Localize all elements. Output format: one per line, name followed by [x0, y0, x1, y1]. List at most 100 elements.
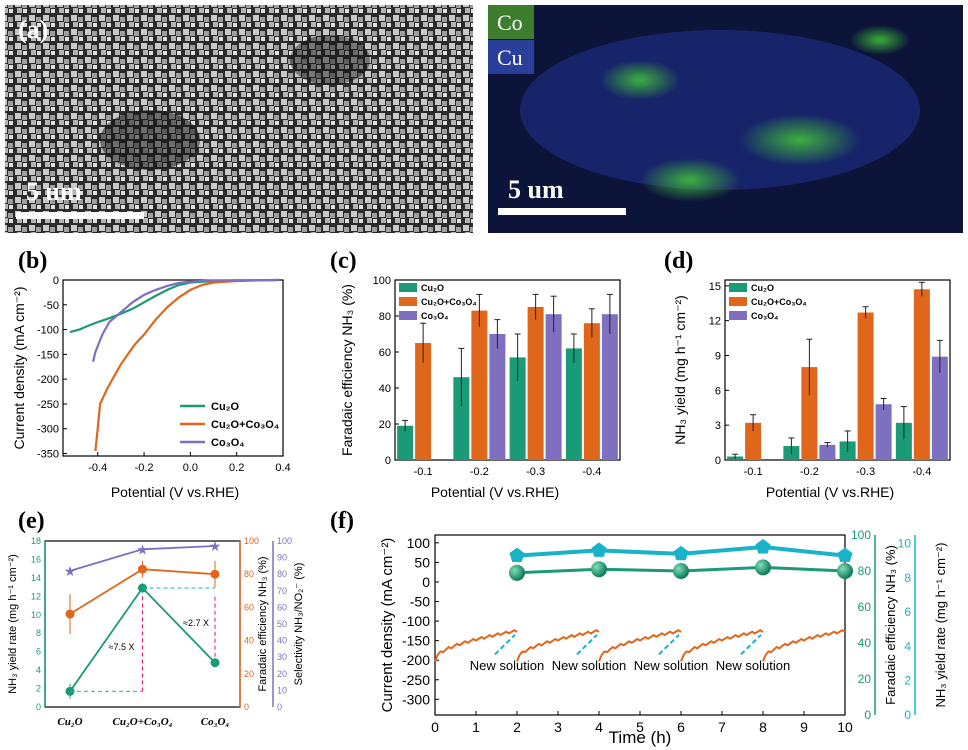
d-x-tick-label: -0.4	[912, 466, 931, 478]
e-x-tick-label: Co₃O₄	[201, 716, 230, 728]
c-legend-swatch	[399, 297, 417, 306]
sem-scale-bar	[16, 212, 144, 219]
panel-d-chart: NH₃ yield (mg h⁻¹ cm⁻²) Potential (V vs.…	[672, 279, 951, 500]
f-annotation-arrow	[576, 634, 598, 656]
c-plot-frame	[394, 279, 621, 461]
b-y-tick-label: -150	[37, 349, 59, 361]
f-annotation-arrow	[658, 634, 680, 656]
e-y-right-tick-label: 80	[277, 569, 287, 579]
f-x-tick-label: 4	[595, 719, 603, 735]
c-y-tick-label: 80	[379, 311, 391, 323]
d-y-tick-label: 6	[715, 385, 721, 397]
f-x-tick-label: 10	[837, 719, 853, 735]
d-x-axis-title: Potential (V vs.RHE)	[766, 484, 894, 500]
d-bar	[857, 312, 874, 460]
c-x-tick-label: -0.1	[414, 466, 433, 478]
c-bar	[601, 314, 618, 460]
e-y-right-tick-label: 100	[277, 536, 292, 546]
f-x-axis-title: Time (h)	[609, 728, 672, 747]
f-y-tick-label: -250	[402, 672, 430, 688]
b-x-tick-label: 0.2	[229, 462, 244, 474]
c-legend-swatch	[399, 311, 417, 320]
panel-label-b: (b)	[18, 248, 47, 274]
f-x-tick-label: 0	[431, 719, 439, 735]
f-y-tick-label: -100	[402, 613, 430, 629]
sem-dark-region	[100, 110, 200, 170]
f-y-tick-label: -50	[410, 594, 430, 610]
eds-co-region	[600, 60, 680, 100]
e-y-left-tick-label: 18	[31, 536, 41, 546]
b-plot-frame	[62, 279, 284, 457]
e-y-left-tick-label: 14	[31, 573, 41, 583]
b-legend-label: Cu₂O	[211, 401, 240, 413]
f-annotation-label: New solution	[470, 658, 544, 673]
c-bar	[489, 334, 506, 460]
eds-co-region	[850, 25, 910, 55]
d-y-tick-label: 3	[715, 420, 721, 432]
f-y-tick-label: 100	[407, 535, 431, 551]
e-y-left-tick-label: 16	[31, 554, 41, 564]
d-bar	[745, 422, 762, 460]
c-legend-label: Cu₂O	[421, 283, 444, 293]
eds-legend-cu	[488, 40, 534, 74]
c-legend-label: Cu₂O+Co₃O₄	[421, 297, 477, 307]
d-bar	[819, 444, 836, 460]
b-series-line	[92, 278, 279, 363]
f-fe-marker	[673, 563, 689, 579]
f-current-trace	[434, 629, 518, 662]
c-y-axis-title: Faradaic efficiency NH₃ (%)	[339, 284, 355, 456]
panel-label-e: (e)	[18, 508, 45, 534]
e-annotation: ≈2.7 X	[183, 618, 209, 628]
e-star-marker: ★	[209, 538, 222, 554]
b-y-tick-label: -100	[37, 325, 59, 337]
d-y-tick-label: 0	[715, 455, 721, 467]
e-y-right-tick-label: 50	[277, 619, 287, 629]
e-y-mid-tick-label: 100	[244, 536, 259, 546]
f-annotation-arrow	[494, 634, 516, 656]
panel-b-chart: Current density (mA cm⁻²) Potential (V v…	[11, 275, 291, 500]
f-yield-marker	[591, 542, 607, 557]
c-bar	[565, 348, 582, 460]
e-point-marker	[210, 658, 220, 668]
f-annotation-arrow	[740, 634, 762, 656]
sem-scale-label: 5 um	[26, 177, 82, 206]
panel-e-chart: NH₃ yield rate (mg h⁻¹ cm⁻²) Faradaic ef…	[7, 536, 305, 728]
e-y-mid-title: Faradaic efficiency NH₃ (%)	[257, 556, 269, 691]
f-yield-marker	[837, 547, 853, 562]
b-x-tick-label: -0.2	[135, 462, 154, 474]
c-bar	[509, 357, 526, 460]
c-y-tick-label: 60	[379, 347, 391, 359]
f-current-trace	[516, 629, 600, 662]
b-x-axis-title: Potential (V vs.RHE)	[111, 484, 239, 500]
d-legend-swatch	[729, 297, 747, 306]
eds-co-region	[640, 158, 740, 202]
f-current-trace	[680, 629, 764, 662]
c-y-tick-label: 100	[373, 275, 391, 287]
e-y-mid-tick-label: 20	[244, 669, 254, 679]
b-series-line	[94, 278, 279, 452]
panel-a: (a) 5 um Co Cu 5 um	[5, 5, 963, 233]
f-y-tick-label: -200	[402, 652, 430, 668]
e-y-right-tick-label: 90	[277, 553, 287, 563]
f-yield-marker	[509, 547, 525, 562]
panel-label-d: (d)	[664, 248, 693, 274]
f-fe-marker	[837, 563, 853, 579]
e-y-right-tick-label: 10	[277, 685, 287, 695]
d-x-tick-label: -0.1	[744, 466, 763, 478]
f-x-tick-label: 9	[800, 719, 808, 735]
f-x-tick-label: 6	[677, 719, 685, 735]
e-y-mid-tick-label: 80	[244, 569, 254, 579]
f-x-tick-label: 3	[554, 719, 562, 735]
f-y2-tick-label: 0	[864, 708, 871, 722]
c-x-tick-label: -0.3	[526, 466, 545, 478]
e-y-left-tick-label: 8	[36, 628, 41, 638]
d-bar	[895, 422, 912, 460]
f-x-tick-label: 7	[718, 719, 726, 735]
e-point-marker	[210, 569, 220, 579]
e-y-right-tick-label: 60	[277, 602, 287, 612]
e-annotation: ≈7.5 X	[109, 642, 135, 652]
f-y2-tick-label: 40	[858, 636, 872, 650]
c-x-tick-label: -0.2	[470, 466, 489, 478]
f-current-trace	[762, 629, 846, 662]
f-x-tick-label: 8	[759, 719, 767, 735]
